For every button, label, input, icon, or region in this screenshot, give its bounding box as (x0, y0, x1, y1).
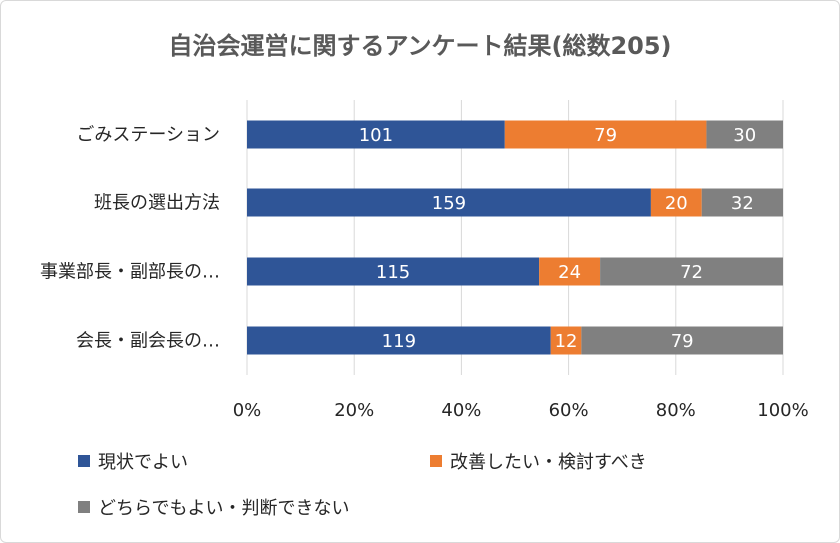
legend-item: 改善したい・検討すべき (430, 452, 647, 473)
data-label: 101 (359, 125, 393, 146)
bar-segment (550, 326, 582, 355)
data-label: 119 (382, 331, 416, 352)
legend-swatch (78, 501, 90, 513)
bar-segment (504, 120, 707, 149)
x-tick-label: 100% (757, 400, 808, 421)
bar-segment (247, 257, 540, 286)
bar-segment (650, 188, 702, 217)
data-label: 159 (432, 193, 466, 214)
data-label: 30 (733, 125, 756, 146)
data-label: 20 (665, 193, 688, 214)
bar-segment (581, 326, 783, 355)
x-tick-label: 60% (549, 400, 589, 421)
legend-label: どちらでもよい・判断できない (98, 498, 349, 519)
x-tick-label: 80% (656, 400, 696, 421)
x-tick-label: 20% (334, 400, 374, 421)
data-label: 72 (680, 262, 703, 283)
bar-segment (600, 257, 783, 286)
data-label: 115 (376, 262, 410, 283)
legend-swatch (430, 455, 442, 467)
data-label: 32 (731, 193, 754, 214)
legend-label: 現状でよい (98, 452, 188, 473)
data-label: 24 (558, 262, 581, 283)
x-tick-label: 40% (441, 400, 481, 421)
bar-segment (701, 188, 783, 217)
bar-segment (247, 326, 551, 355)
bar-segment (539, 257, 601, 286)
legend-label: 改善したい・検討すべき (450, 452, 647, 473)
legend-swatch (78, 455, 90, 467)
category-label: 班長の選出方法 (94, 193, 220, 214)
x-tick-label: 0% (233, 400, 262, 421)
data-label: 12 (555, 331, 578, 352)
category-label: 会長・副会長の… (76, 331, 220, 352)
bar-segment (706, 120, 783, 149)
data-label: 79 (594, 125, 617, 146)
bar-segment (247, 120, 505, 149)
chart-title: 自治会運営に関するアンケート結果(総数205) (168, 32, 671, 60)
legend-item: どちらでもよい・判断できない (78, 498, 349, 519)
category-label: 事業部長・副部長の… (40, 262, 220, 283)
category-label: ごみステーション (76, 125, 220, 146)
data-label: 79 (671, 331, 694, 352)
bar-segment (247, 188, 651, 217)
legend-item: 現状でよい (78, 452, 188, 473)
